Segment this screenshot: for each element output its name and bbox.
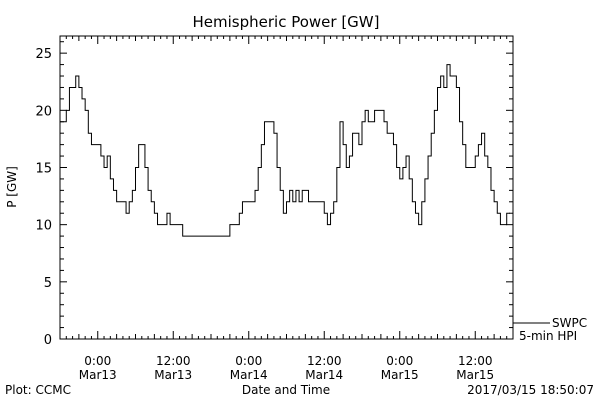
y-tick-label: 20 [35,104,52,119]
x-tick-date-label: Mar15 [381,368,419,382]
y-tick-label: 25 [35,47,52,62]
x-axis-label: Date and Time [242,383,330,397]
x-axis-ticks: 0:00Mar1312:00Mar130:00Mar1412:00Mar140:… [59,36,514,382]
plot-area [59,35,514,340]
plot-timestamp: 2017/03/15 18:50:07 [467,383,594,397]
x-tick-time-label: 0:00 [84,354,111,368]
chart-title: Hemispheric Power [GW] [193,13,380,31]
series-line-swpc [60,64,510,237]
plot-credit: Plot: CCMC [5,383,71,397]
y-tick-label: 0 [44,333,52,348]
y-axis-label: P [GW] [5,166,19,208]
x-tick-date-label: Mar15 [456,368,494,382]
x-tick-time-label: 0:00 [386,354,413,368]
y-tick-label: 10 [35,219,52,234]
x-tick-date-label: Mar13 [79,368,117,382]
legend-hpi-label: 5-min HPI [519,329,577,343]
y-tick-label: 15 [35,161,52,176]
x-tick-time-label: 12:00 [156,354,191,368]
x-tick-time-label: 0:00 [235,354,262,368]
legend-swpc-label: SWPC [552,316,587,330]
y-axis-ticks: 0 5 10 15 20 25 [35,41,513,348]
x-tick-date-label: Mar13 [154,368,192,382]
x-tick-time-label: 12:00 [307,354,342,368]
x-tick-date-label: Mar14 [305,368,343,382]
x-tick-date-label: Mar14 [230,368,268,382]
x-tick-time-label: 12:00 [458,354,493,368]
series-layer [60,64,510,237]
y-tick-label: 5 [44,276,52,291]
